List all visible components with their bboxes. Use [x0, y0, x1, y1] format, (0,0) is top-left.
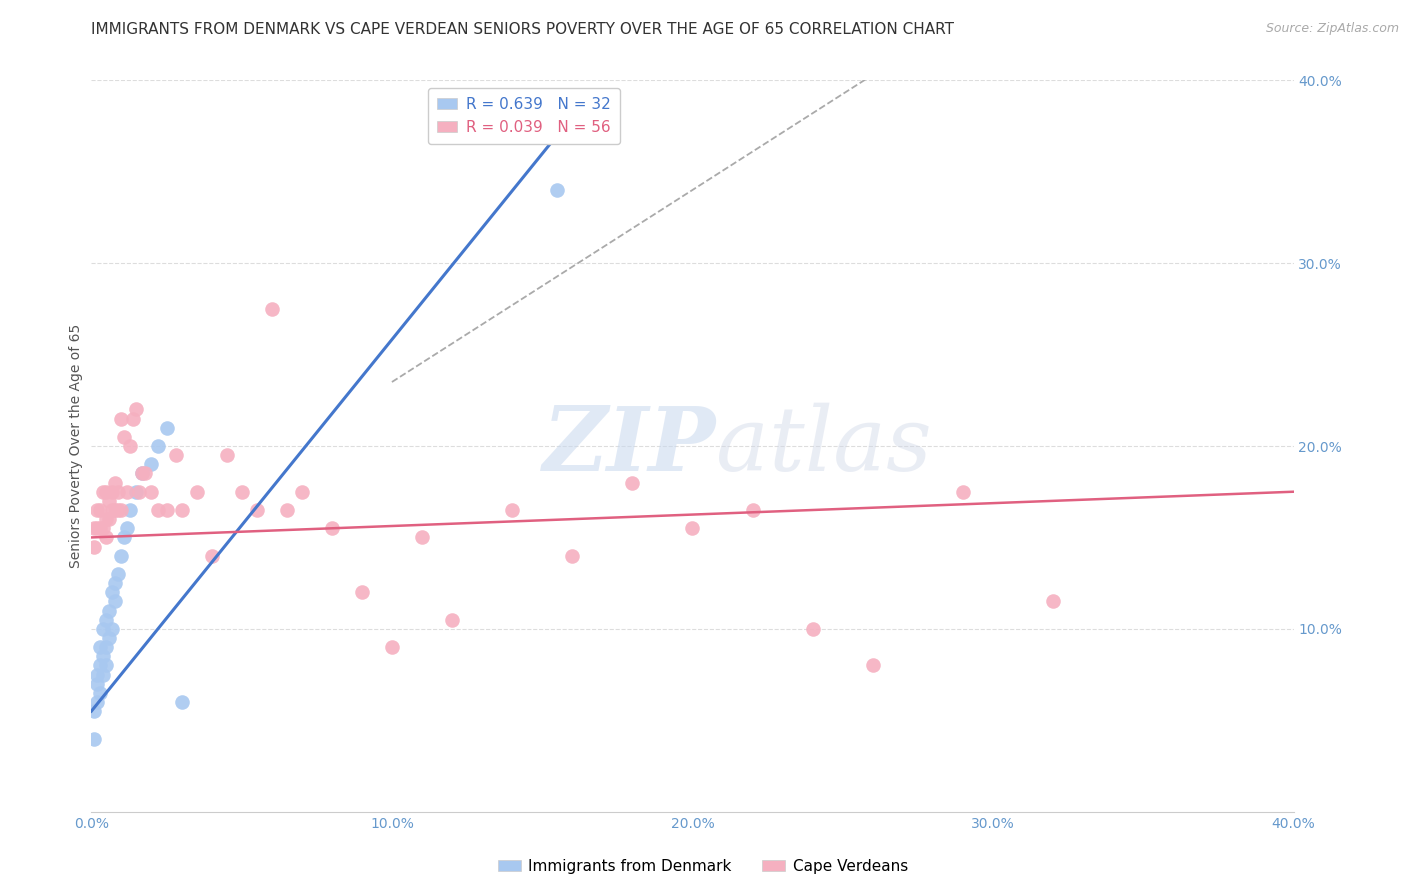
Point [201, 549, 224, 563]
Point [86, 521, 108, 535]
Point [146, 439, 169, 453]
Point [89, 658, 111, 673]
Point [83, 704, 105, 718]
Point [104, 475, 127, 490]
Point [101, 622, 124, 636]
Point [89, 640, 111, 655]
Y-axis label: Seniors Poverty Over the Age of 65: Seniors Poverty Over the Age of 65 [69, 324, 83, 568]
Point [104, 503, 127, 517]
Point [83, 731, 105, 746]
Point [1042, 594, 1064, 608]
Point [260, 301, 283, 316]
Point [93, 667, 115, 681]
Point [122, 411, 145, 425]
Point [125, 484, 148, 499]
Point [952, 484, 974, 499]
Point [125, 402, 148, 417]
Point [141, 484, 163, 499]
Point [93, 484, 115, 499]
Point [93, 622, 115, 636]
Point [96, 658, 118, 673]
Point [276, 503, 298, 517]
Point [186, 484, 208, 499]
Point [93, 521, 115, 535]
Point [350, 585, 373, 599]
Point [120, 439, 142, 453]
Point [89, 521, 111, 535]
Point [134, 467, 156, 481]
Point [546, 183, 568, 197]
Point [117, 484, 139, 499]
Point [155, 421, 177, 435]
Text: IMMIGRANTS FROM DENMARK VS CAPE VERDEAN SENIORS POVERTY OVER THE AGE OF 65 CORRE: IMMIGRANTS FROM DENMARK VS CAPE VERDEAN … [91, 22, 955, 37]
Point [110, 503, 132, 517]
Point [561, 549, 583, 563]
Point [96, 484, 118, 499]
Point [621, 475, 644, 490]
Point [86, 695, 108, 709]
Point [110, 411, 132, 425]
Point [291, 484, 314, 499]
Point [381, 640, 404, 655]
Point [86, 503, 108, 517]
Point [801, 622, 824, 636]
Point [98, 603, 121, 617]
Point [141, 458, 163, 472]
Point [98, 631, 121, 645]
Point [101, 585, 124, 599]
Legend: R = 0.639   N = 32, R = 0.039   N = 56: R = 0.639 N = 32, R = 0.039 N = 56 [427, 88, 620, 144]
Text: ZIP: ZIP [543, 403, 717, 489]
Point [98, 512, 121, 526]
Point [411, 530, 433, 544]
Point [170, 695, 193, 709]
Point [231, 484, 253, 499]
Point [321, 521, 343, 535]
Point [215, 448, 238, 462]
Point [107, 567, 129, 582]
Point [104, 576, 127, 591]
Point [101, 503, 124, 517]
Point [114, 530, 136, 544]
Point [107, 503, 129, 517]
Point [86, 676, 108, 690]
Point [89, 503, 111, 517]
Point [440, 613, 463, 627]
Point [110, 549, 132, 563]
Point [89, 686, 111, 700]
Point [101, 484, 124, 499]
Point [165, 448, 187, 462]
Point [131, 467, 153, 481]
Point [117, 521, 139, 535]
Point [96, 530, 118, 544]
Point [83, 521, 105, 535]
Point [246, 503, 269, 517]
Legend: Immigrants from Denmark, Cape Verdeans: Immigrants from Denmark, Cape Verdeans [492, 853, 914, 880]
Point [862, 658, 884, 673]
Point [170, 503, 193, 517]
Point [146, 503, 169, 517]
Point [96, 512, 118, 526]
Point [681, 521, 703, 535]
Text: atlas: atlas [717, 402, 932, 490]
Text: Source: ZipAtlas.com: Source: ZipAtlas.com [1265, 22, 1399, 36]
Point [104, 594, 127, 608]
Point [96, 613, 118, 627]
Point [86, 667, 108, 681]
Point [98, 493, 121, 508]
Point [120, 503, 142, 517]
Point [501, 503, 523, 517]
Point [107, 484, 129, 499]
Point [96, 640, 118, 655]
Point [131, 467, 153, 481]
Point [155, 503, 177, 517]
Point [128, 484, 150, 499]
Point [93, 649, 115, 664]
Point [114, 430, 136, 444]
Point [741, 503, 763, 517]
Point [83, 540, 105, 554]
